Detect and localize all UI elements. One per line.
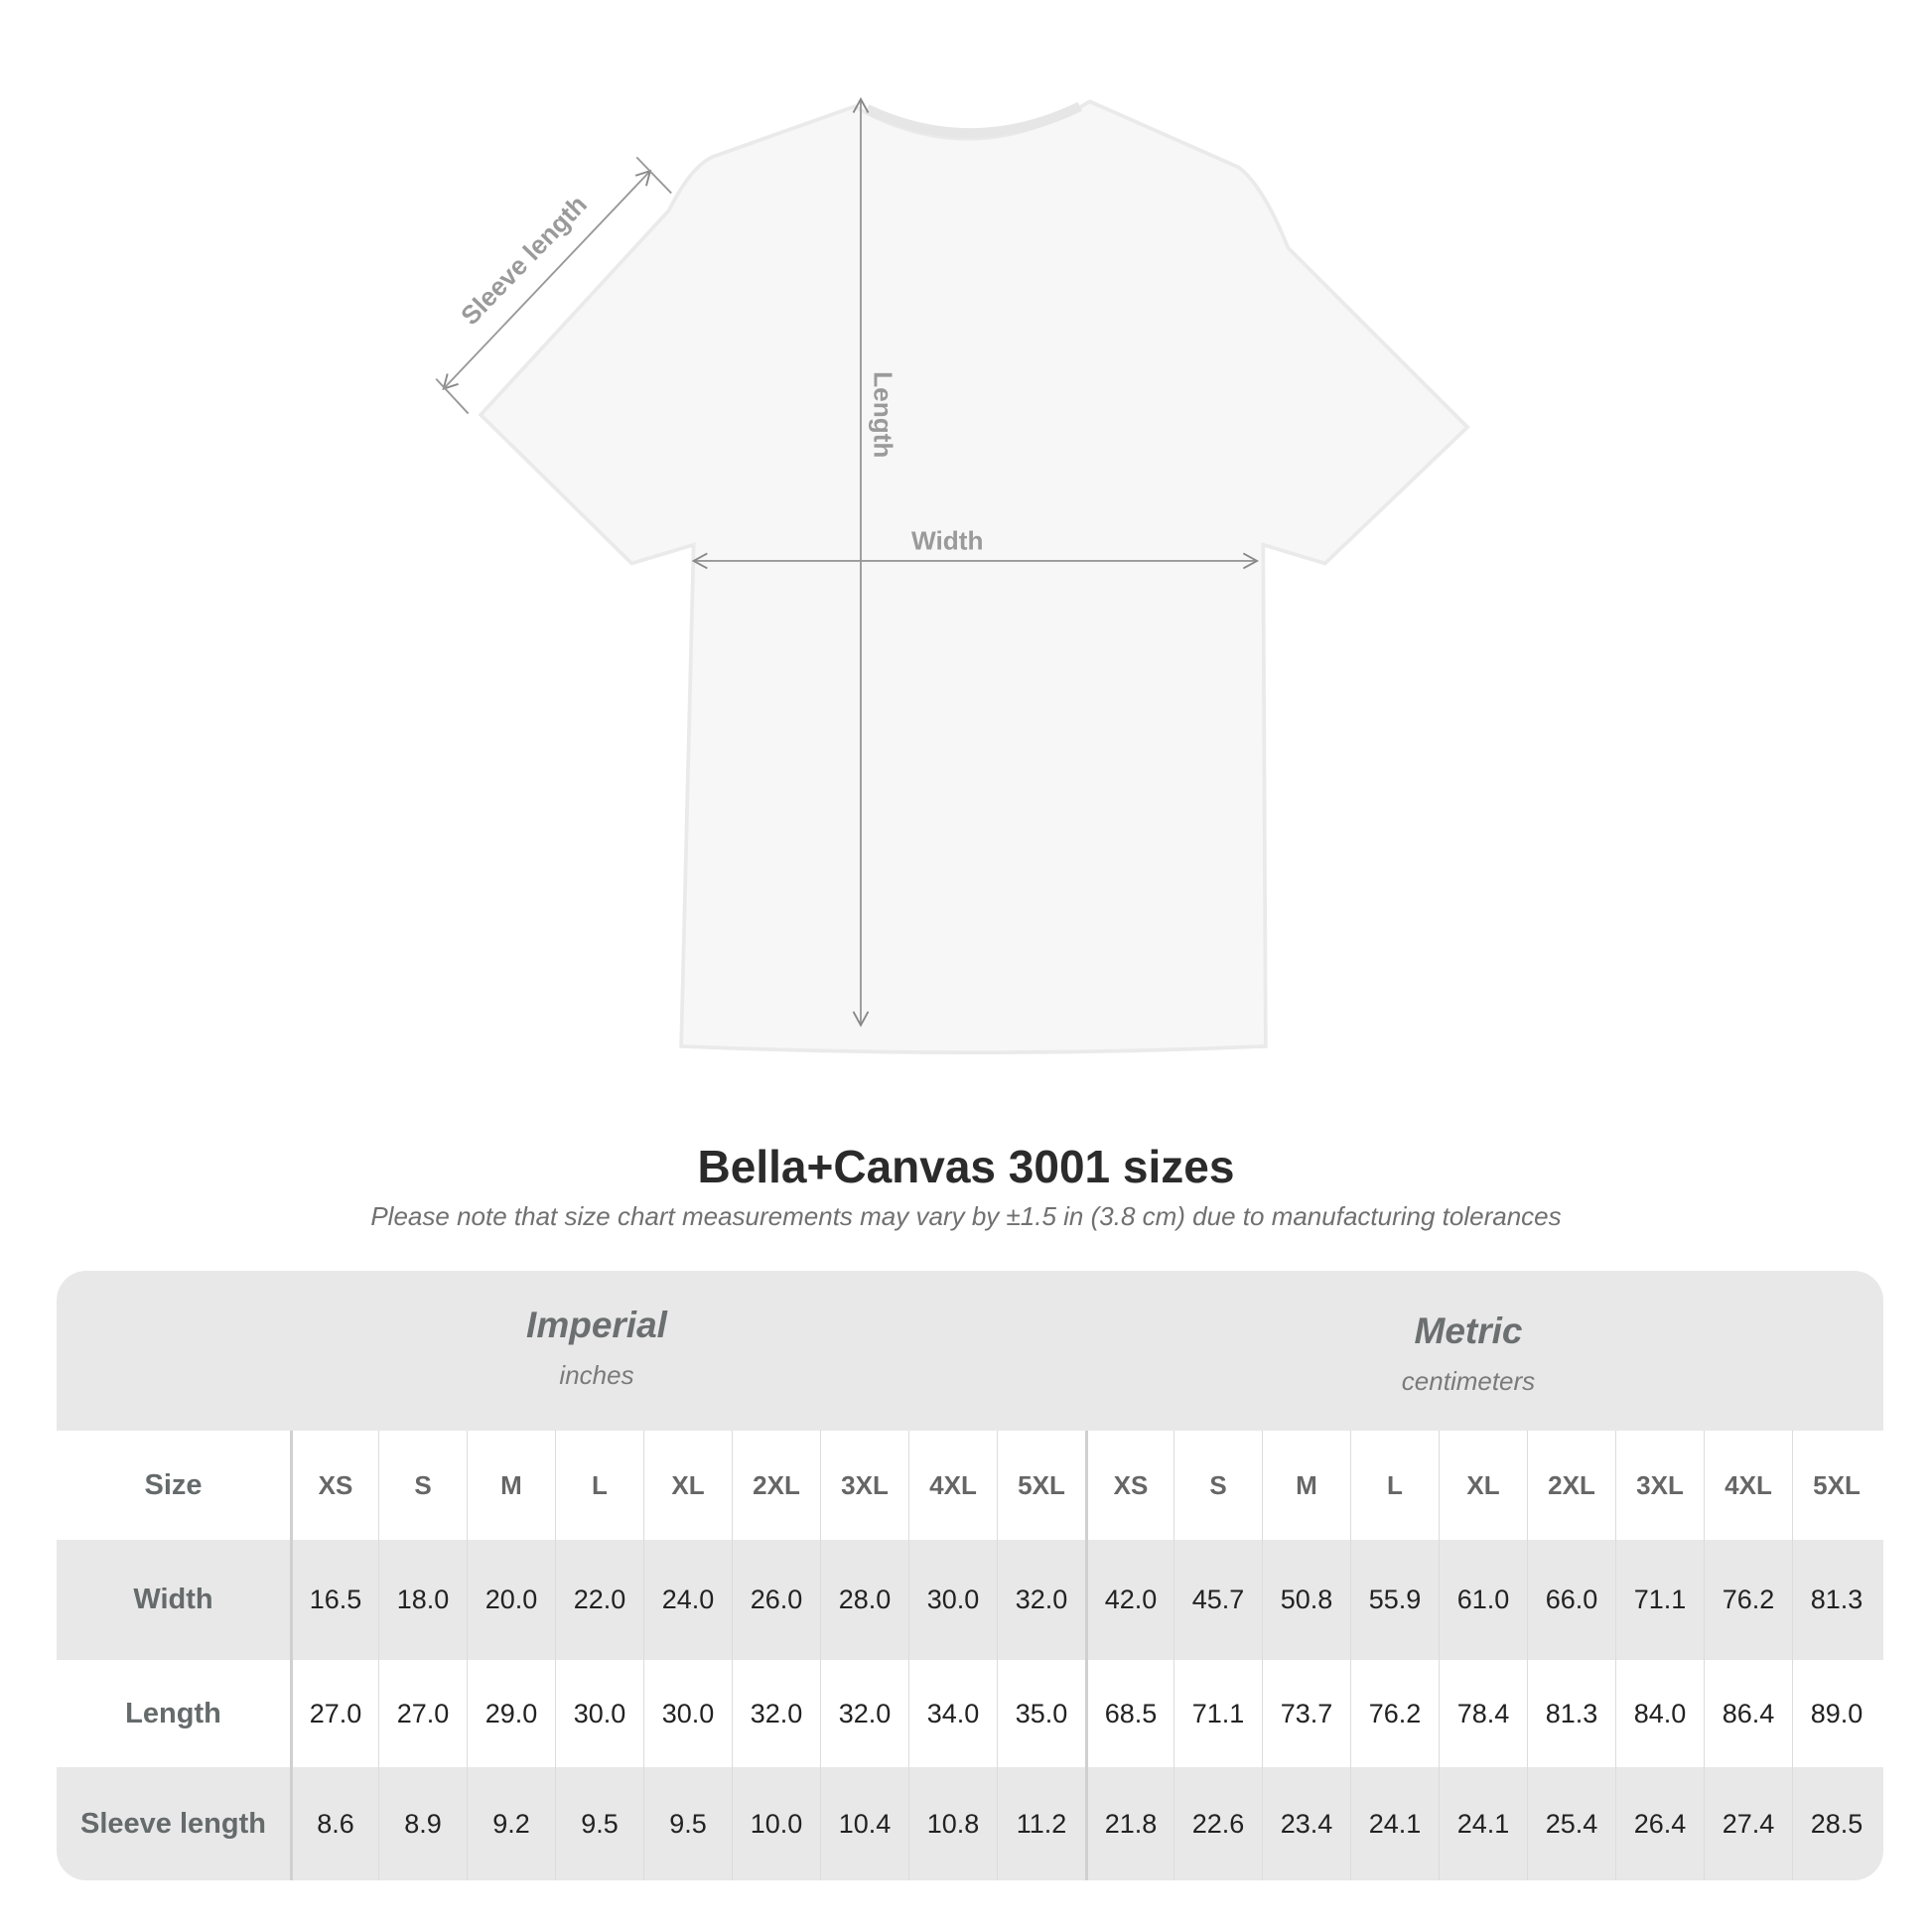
table-row: Width 16.5 18.0 20.0 22.0 24.0 26.0 28.0 30.0 32.… (57, 1540, 1883, 1660)
size-header-row: Size XS S M L XL 2XL 3XL 4XL 5XL XS S M L XL 2XL 3XL 4XL 5… (57, 1431, 1883, 1540)
imperial-value-cell: 24.0 (643, 1540, 732, 1660)
metric-value-cell: 22.6 (1173, 1767, 1262, 1880)
imperial-value-cell: 22.0 (555, 1540, 643, 1660)
metric-value-cell: 84.0 (1615, 1660, 1704, 1767)
metric-value-cell: 81.3 (1792, 1540, 1880, 1660)
imperial-size-header: XS (290, 1431, 378, 1540)
imperial-value-cell: 30.0 (643, 1660, 732, 1767)
metric-size-header: L (1350, 1431, 1439, 1540)
tshirt-shape (478, 99, 1470, 1054)
metric-value-cell: 78.4 (1439, 1660, 1527, 1767)
metric-value-cell: 81.3 (1527, 1660, 1615, 1767)
imperial-size-header: XL (643, 1431, 732, 1540)
imperial-value-cell: 30.0 (908, 1540, 997, 1660)
metric-value-cell: 50.8 (1262, 1540, 1350, 1660)
metric-header: Metric centimeters (1022, 1311, 1883, 1470)
metric-value-cell: 71.1 (1173, 1660, 1262, 1767)
table-row: Length 27.0 27.0 29.0 30.0 30.0 32.0 32.0 34.0 35… (57, 1660, 1883, 1767)
imperial-value-cell: 30.0 (555, 1660, 643, 1767)
imperial-label: Imperial (526, 1305, 667, 1345)
metric-size-header: M (1262, 1431, 1350, 1540)
imperial-value-cell: 9.5 (643, 1767, 732, 1880)
tshirt-diagram: Sleeve length Length Width (435, 96, 1470, 1054)
imperial-value-cell: 32.0 (820, 1660, 908, 1767)
imperial-value-cell: 8.9 (378, 1767, 467, 1880)
metric-unit: centimeters (1401, 1366, 1536, 1396)
metric-value-cell: 24.1 (1350, 1767, 1439, 1880)
row-label: Sleeve length (80, 1807, 266, 1840)
sleeve-arrow (442, 169, 652, 391)
row-label: Width (133, 1584, 213, 1615)
imperial-value-cell: 16.5 (290, 1540, 378, 1660)
imperial-value-cell: 28.0 (820, 1540, 908, 1660)
imperial-value-cell: 26.0 (732, 1540, 820, 1660)
imperial-value-cell: 11.2 (997, 1767, 1085, 1880)
imperial-value-cell: 29.0 (467, 1660, 555, 1767)
length-label: Length (869, 371, 898, 458)
metric-value-cell: 76.2 (1350, 1660, 1439, 1767)
metric-label: Metric (1414, 1311, 1523, 1351)
imperial-size-header: 5XL (997, 1431, 1085, 1540)
metric-value-cell: 61.0 (1439, 1540, 1527, 1660)
metric-value-cell: 68.5 (1085, 1660, 1173, 1767)
imperial-unit: inches (559, 1360, 634, 1390)
imperial-value-cell: 27.0 (378, 1660, 467, 1767)
imperial-size-header: M (467, 1431, 555, 1540)
metric-size-header: 4XL (1704, 1431, 1792, 1540)
imperial-size-header: S (378, 1431, 467, 1540)
imperial-value-cell: 32.0 (997, 1540, 1085, 1660)
metric-size-header: 2XL (1527, 1431, 1615, 1540)
metric-value-cell: 55.9 (1350, 1540, 1439, 1660)
width-label: Width (911, 526, 983, 556)
metric-value-cell: 25.4 (1527, 1767, 1615, 1880)
imperial-value-cell: 10.8 (908, 1767, 997, 1880)
sleeve-length-label: Sleeve length (455, 190, 593, 331)
metric-value-cell: 23.4 (1262, 1767, 1350, 1880)
metric-value-cell: 86.4 (1704, 1660, 1792, 1767)
imperial-value-cell: 32.0 (732, 1660, 820, 1767)
metric-value-cell: 45.7 (1173, 1540, 1262, 1660)
imperial-value-cell: 9.2 (467, 1767, 555, 1880)
metric-value-cell: 27.4 (1704, 1767, 1792, 1880)
table-row: Sleeve length 8.6 8.9 9.2 9.5 9.5 10.0 10.4 10.8… (57, 1767, 1883, 1880)
imperial-value-cell: 18.0 (378, 1540, 467, 1660)
metric-value-cell: 28.5 (1792, 1767, 1880, 1880)
imperial-size-header: 2XL (732, 1431, 820, 1540)
metric-size-header: XL (1439, 1431, 1527, 1540)
row-label: Size (144, 1468, 203, 1501)
metric-value-cell: 73.7 (1262, 1660, 1350, 1767)
imperial-value-cell: 20.0 (467, 1540, 555, 1660)
metric-size-header: 5XL (1792, 1431, 1880, 1540)
imperial-value-cell: 10.4 (820, 1767, 908, 1880)
metric-size-header: XS (1085, 1431, 1173, 1540)
metric-size-header: 3XL (1615, 1431, 1704, 1540)
imperial-size-header: 3XL (820, 1431, 908, 1540)
imperial-size-header: 4XL (908, 1431, 997, 1540)
imperial-size-header: L (555, 1431, 643, 1540)
imperial-value-cell: 10.0 (732, 1767, 820, 1880)
imperial-value-cell: 8.6 (290, 1767, 378, 1880)
metric-value-cell: 21.8 (1085, 1767, 1173, 1880)
metric-value-cell: 42.0 (1085, 1540, 1173, 1660)
metric-value-cell: 89.0 (1792, 1660, 1880, 1767)
metric-value-cell: 24.1 (1439, 1767, 1527, 1880)
metric-value-cell: 66.0 (1527, 1540, 1615, 1660)
size-table: Imperial inches Metric centimeters Size X… (57, 1271, 1883, 1880)
metric-value-cell: 26.4 (1615, 1767, 1704, 1880)
imperial-value-cell: 9.5 (555, 1767, 643, 1880)
page-title: Bella+Canvas 3001 sizes (697, 1141, 1235, 1192)
imperial-value-cell: 27.0 (290, 1660, 378, 1767)
imperial-header: Imperial inches (150, 1305, 1043, 1464)
metric-value-cell: 76.2 (1704, 1540, 1792, 1660)
tolerance-note: Please note that size chart measurements… (370, 1201, 1562, 1231)
metric-value-cell: 71.1 (1615, 1540, 1704, 1660)
imperial-value-cell: 35.0 (997, 1660, 1085, 1767)
imperial-value-cell: 34.0 (908, 1660, 997, 1767)
metric-size-header: S (1173, 1431, 1262, 1540)
row-label: Length (125, 1697, 221, 1729)
